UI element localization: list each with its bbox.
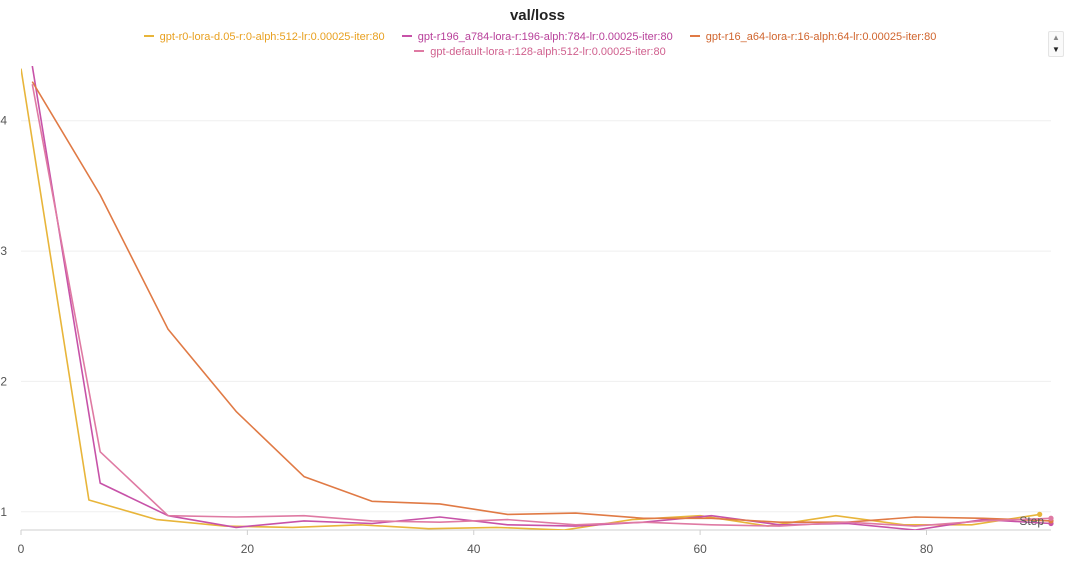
series-end-point-1 (1037, 511, 1043, 517)
series-lines (21, 66, 1054, 530)
x-tick-label: 0 (18, 542, 25, 556)
legend-swatch (143, 35, 154, 38)
series-end-point-4 (1048, 515, 1054, 521)
x-axis-title: Step (1019, 514, 1044, 528)
legend-scroll-control[interactable]: ▲ ▼ (1048, 31, 1064, 57)
y-tick-label: 2 (0, 374, 7, 388)
grid-lines (21, 120, 1051, 513)
legend-item[interactable]: gpt-r0-lora-d.05-r:0-alph:512-lr:0.00025… (143, 30, 385, 45)
legend-label: gpt-r0-lora-d.05-r:0-alph:512-lr:0.00025… (159, 31, 385, 43)
legend-swatch (401, 35, 412, 38)
legend-swatch (689, 35, 700, 38)
chart-title: val/loss (509, 7, 566, 24)
scroll-down-icon[interactable]: ▼ (1052, 45, 1060, 54)
series-line-2[interactable] (31, 66, 1052, 530)
series-line-4[interactable] (31, 84, 1052, 527)
legend-swatch (414, 50, 425, 53)
legend-label: gpt-r196_a784-lora-r:196-alph:784-lr:0.0… (417, 31, 673, 43)
y-tick-label: 1 (0, 505, 7, 519)
x-tick-label: 20 (241, 542, 255, 556)
y-tick-label: 4 (0, 114, 7, 128)
legend-item[interactable]: gpt-default-lora-r:128-alph:512-lr:0.000… (414, 45, 666, 60)
series-line-3[interactable] (31, 81, 1052, 524)
x-tick-label: 60 (693, 542, 707, 556)
x-axis: 0 20 40 60 80 (18, 530, 934, 556)
legend-label: gpt-default-lora-r:128-alph:512-lr:0.000… (430, 46, 666, 58)
legend-item[interactable]: gpt-r196_a784-lora-r:196-alph:784-lr:0.0… (401, 30, 673, 45)
x-tick-label: 40 (467, 542, 481, 556)
scroll-up-icon[interactable]: ▲ (1052, 33, 1060, 42)
plot-area (21, 66, 1052, 530)
x-tick-label: 80 (920, 542, 934, 556)
y-tick-label: 3 (0, 244, 7, 258)
legend-label: gpt-r16_a64-lora-r:16-alph:64-lr:0.00025… (705, 31, 937, 43)
legend: gpt-r0-lora-d.05-r:0-alph:512-lr:0.00025… (100, 30, 980, 60)
y-axis: 1 2 3 4 (0, 114, 7, 519)
legend-item[interactable]: gpt-r16_a64-lora-r:16-alph:64-lr:0.00025… (689, 30, 937, 45)
series-line-1[interactable] (21, 68, 1040, 530)
